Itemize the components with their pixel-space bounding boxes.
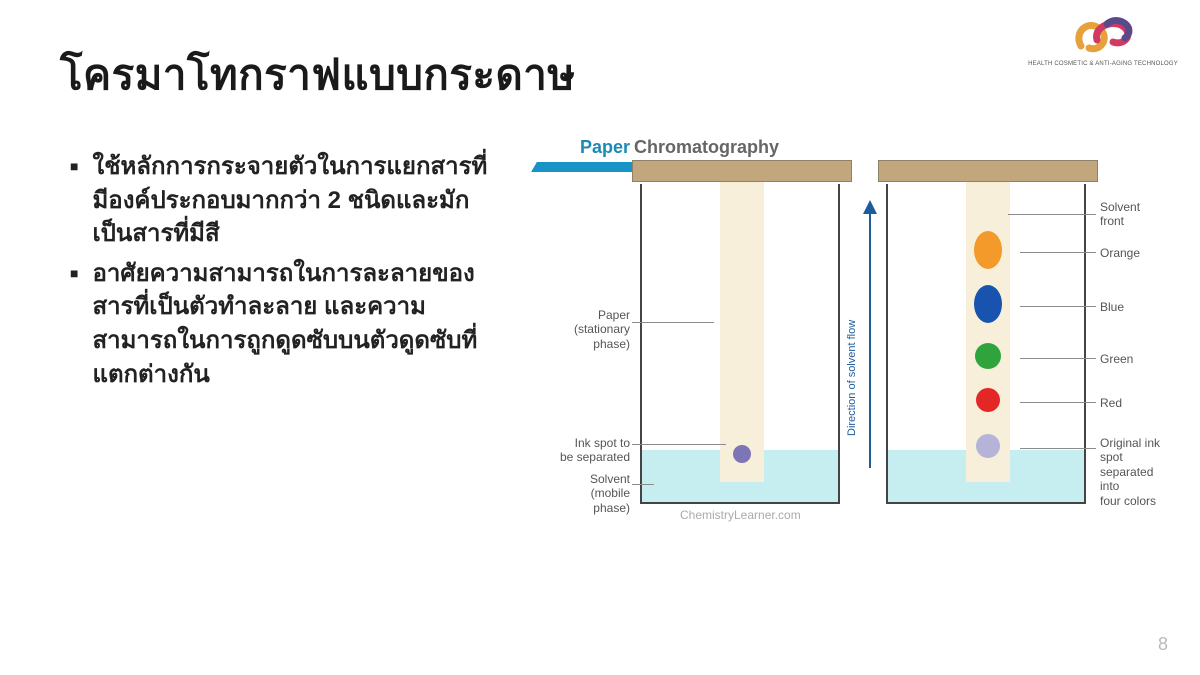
brand-subtitle: HEALTH COSMETIC & ANTI-AGING TECHNOLOGY [1028, 61, 1178, 67]
separated-spot-blue [974, 285, 1002, 323]
bullet-text: ใช้หลักการกระจายตัวในการแยกสารที่มีองค์ป… [92, 150, 500, 251]
label-paper-phase: Paper(stationaryphase) [530, 308, 630, 351]
leader-line [1020, 252, 1096, 253]
flow-arrow-label: Direction of solvent flow [846, 320, 858, 436]
paper-strip [720, 182, 764, 482]
separated-spot-green [975, 343, 1001, 369]
bullet-list: ■ ใช้หลักการกระจายตัวในการแยกสารที่มีองค… [70, 150, 500, 397]
label-green: Green [1100, 352, 1133, 366]
label-ink-spot: Ink spot tobe separated [530, 436, 630, 465]
list-item: ■ อาศัยความสามารถในการละลายของสารที่เป็น… [70, 257, 500, 391]
label-solvent-front: Solventfront [1100, 200, 1140, 229]
leader-line [1020, 358, 1096, 359]
separated-spot-orange [974, 231, 1002, 269]
label-solvent-phase: Solvent(mobilephase) [530, 472, 630, 515]
diagram-title: PaperChromatography [580, 137, 779, 158]
separated-spot-original [976, 434, 1000, 458]
beaker-after [886, 184, 1086, 504]
diagram-source: ChemistryLearner.com [680, 508, 801, 522]
bullet-marker: ■ [70, 150, 78, 251]
label-blue: Blue [1100, 300, 1124, 314]
list-item: ■ ใช้หลักการกระจายตัวในการแยกสารที่มีองค… [70, 150, 500, 251]
label-red: Red [1100, 396, 1122, 410]
label-original-spot: Original ink spotseparated intofour colo… [1100, 436, 1170, 508]
page-number: 8 [1158, 634, 1168, 655]
leader-line [632, 484, 654, 485]
leader-line [1020, 448, 1096, 449]
diagram-title-part2: Chromatography [634, 137, 779, 157]
brand-logo: HEALTH COSMETIC & ANTI-AGING TECHNOLOGY [1028, 12, 1178, 67]
page-title: โครมาโทกราฟแบบกระดาษ [60, 42, 576, 108]
ink-spot [733, 445, 751, 463]
brand-logo-icon [1071, 12, 1135, 54]
leader-line [1020, 402, 1096, 403]
beaker-lid [878, 160, 1098, 182]
leader-line [1008, 214, 1096, 215]
leader-line [632, 322, 714, 323]
chromatography-diagram: PaperChromatography Paper(stationaryphas… [530, 140, 1170, 540]
diagram-title-part1: Paper [580, 137, 630, 157]
leader-line [632, 444, 726, 445]
leader-line [1020, 306, 1096, 307]
beaker-before [640, 184, 840, 504]
bullet-text: อาศัยความสามารถในการละลายของสารที่เป็นตั… [92, 257, 500, 391]
separated-spot-red [976, 388, 1000, 412]
beaker-lid [632, 160, 852, 182]
bullet-marker: ■ [70, 257, 78, 391]
flow-arrow [864, 200, 876, 468]
label-orange: Orange [1100, 246, 1140, 260]
